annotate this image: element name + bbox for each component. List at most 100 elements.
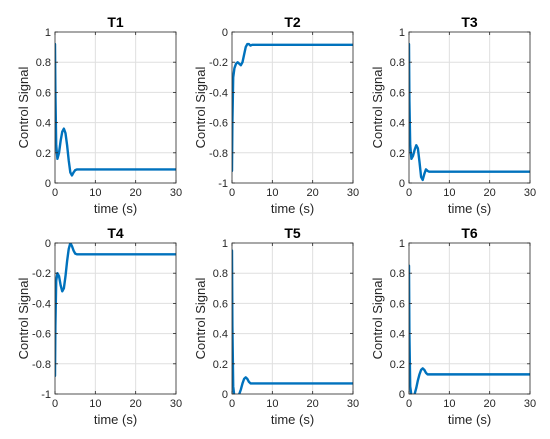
y-tick-label: -1 bbox=[218, 178, 228, 190]
y-tick-label: 0.4 bbox=[36, 118, 51, 130]
y-tick-label: 0.8 bbox=[36, 57, 51, 69]
y-tick-label: 1 bbox=[399, 27, 405, 39]
y-tick-label: -0.4 bbox=[209, 87, 228, 99]
y-axis-label: Control Signal bbox=[370, 278, 385, 360]
y-tick-label: 1 bbox=[399, 238, 405, 250]
series-line-1 bbox=[232, 249, 353, 394]
y-tick-label: 0.6 bbox=[36, 87, 51, 99]
y-tick-label: 0.2 bbox=[36, 148, 51, 160]
plot-area bbox=[232, 243, 353, 394]
y-axis-label: Control Signal bbox=[16, 67, 31, 149]
y-tick-label: -0.8 bbox=[209, 148, 228, 160]
x-tick-label: 20 bbox=[484, 398, 496, 410]
y-tick-label: 0 bbox=[45, 238, 51, 250]
y-tick-label: 0.4 bbox=[390, 118, 405, 130]
x-axis-label: time (s) bbox=[94, 201, 137, 216]
x-tick-label: 0 bbox=[406, 398, 412, 410]
x-tick-label: 10 bbox=[89, 187, 101, 199]
x-tick-label: 30 bbox=[170, 187, 182, 199]
x-tick-label: 20 bbox=[307, 398, 319, 410]
y-axis-label: Control Signal bbox=[193, 67, 208, 149]
x-axis-label: time (s) bbox=[94, 412, 137, 427]
plot-area bbox=[409, 243, 530, 394]
x-axis-label: time (s) bbox=[448, 412, 491, 427]
y-tick-label: -1 bbox=[41, 389, 51, 401]
y-tick-label: 0.4 bbox=[213, 329, 228, 341]
y-tick-label: 0.8 bbox=[390, 268, 405, 280]
plot-area bbox=[409, 32, 530, 183]
series-line-1 bbox=[55, 243, 176, 378]
plot-area bbox=[55, 32, 176, 183]
y-tick-label: 1 bbox=[45, 27, 51, 39]
chart-title: T1 bbox=[107, 14, 124, 30]
y-tick-label: 1 bbox=[222, 238, 228, 250]
y-tick-label: 0.2 bbox=[213, 359, 228, 371]
x-tick-label: 10 bbox=[266, 398, 278, 410]
y-tick-label: -0.8 bbox=[32, 359, 51, 371]
x-tick-label: 20 bbox=[484, 187, 496, 199]
x-tick-label: 10 bbox=[443, 187, 455, 199]
y-axis-label: Control Signal bbox=[370, 67, 385, 149]
x-tick-label: 30 bbox=[524, 187, 536, 199]
y-tick-label: 0 bbox=[399, 178, 405, 190]
y-tick-label: 0.6 bbox=[213, 298, 228, 310]
panel-2: 0 10 20 30 -1 -0.8 -0.6 -0.4 -0.2 0 T2 time (s) Cont… bbox=[193, 14, 359, 216]
x-tick-label: 0 bbox=[229, 398, 235, 410]
panel-1: 0 10 20 30 0 0.2 0.4 0.6 0.8 1 T1 time (s) Control S… bbox=[16, 14, 182, 216]
axes-box bbox=[231, 31, 354, 184]
y-tick-label: -0.6 bbox=[32, 329, 51, 341]
y-tick-label: 0 bbox=[222, 389, 228, 401]
panel-6: 0 10 20 30 0 0.2 0.4 0.6 0.8 1 T6 time (s) Control S… bbox=[370, 225, 536, 427]
y-tick-label: 0.4 bbox=[390, 329, 405, 341]
y-tick-label: -0.4 bbox=[32, 298, 51, 310]
y-tick-label: -0.6 bbox=[209, 118, 228, 130]
y-tick-label: 0 bbox=[45, 178, 51, 190]
axes-box bbox=[54, 242, 177, 395]
y-tick-label: 0 bbox=[222, 27, 228, 39]
chart-title: T3 bbox=[461, 14, 478, 30]
y-axis-label: Control Signal bbox=[193, 278, 208, 360]
x-tick-label: 0 bbox=[52, 398, 58, 410]
x-tick-label: 30 bbox=[347, 187, 359, 199]
x-axis-label: time (s) bbox=[271, 412, 314, 427]
x-tick-label: 30 bbox=[170, 398, 182, 410]
x-tick-label: 20 bbox=[130, 187, 142, 199]
plot-area bbox=[232, 32, 353, 183]
x-axis-label: time (s) bbox=[271, 201, 314, 216]
x-tick-label: 30 bbox=[524, 398, 536, 410]
panel-4: 0 10 20 30 -1 -0.8 -0.6 -0.4 -0.2 0 T4 time (s) Cont… bbox=[16, 225, 182, 427]
axes-box bbox=[408, 31, 531, 184]
axes-box bbox=[231, 242, 354, 395]
chart-title: T4 bbox=[107, 225, 124, 241]
y-tick-label: 0.2 bbox=[390, 359, 405, 371]
y-tick-label: -0.2 bbox=[209, 57, 228, 69]
y-axis-label: Control Signal bbox=[16, 278, 31, 360]
x-tick-label: 0 bbox=[406, 187, 412, 199]
x-tick-label: 0 bbox=[229, 187, 235, 199]
y-tick-label: 0 bbox=[399, 389, 405, 401]
chart-title: T5 bbox=[284, 225, 301, 241]
y-tick-label: 0.8 bbox=[213, 268, 228, 280]
series-line-1 bbox=[409, 42, 530, 182]
x-axis-label: time (s) bbox=[448, 201, 491, 216]
panel-5: 0 10 20 30 0 0.2 0.4 0.6 0.8 1 T5 time (s) Control S… bbox=[193, 225, 359, 427]
x-tick-label: 30 bbox=[347, 398, 359, 410]
chart-title: T2 bbox=[284, 14, 301, 30]
panel-3: 0 10 20 30 0 0.2 0.4 0.6 0.8 1 T3 time (s) Control S… bbox=[370, 14, 536, 216]
series-line-1 bbox=[232, 42, 353, 173]
x-tick-label: 10 bbox=[443, 398, 455, 410]
y-tick-label: 0.6 bbox=[390, 87, 405, 99]
series-line-1 bbox=[55, 42, 176, 177]
axes-box bbox=[408, 242, 531, 395]
x-tick-label: 20 bbox=[130, 398, 142, 410]
axes-box bbox=[54, 31, 177, 184]
chart-title: T6 bbox=[461, 225, 478, 241]
x-tick-label: 0 bbox=[52, 187, 58, 199]
y-tick-label: 0.2 bbox=[390, 148, 405, 160]
x-tick-label: 10 bbox=[266, 187, 278, 199]
series-line-1 bbox=[409, 264, 530, 394]
y-tick-label: -0.2 bbox=[32, 268, 51, 280]
x-tick-label: 20 bbox=[307, 187, 319, 199]
x-tick-label: 10 bbox=[89, 398, 101, 410]
